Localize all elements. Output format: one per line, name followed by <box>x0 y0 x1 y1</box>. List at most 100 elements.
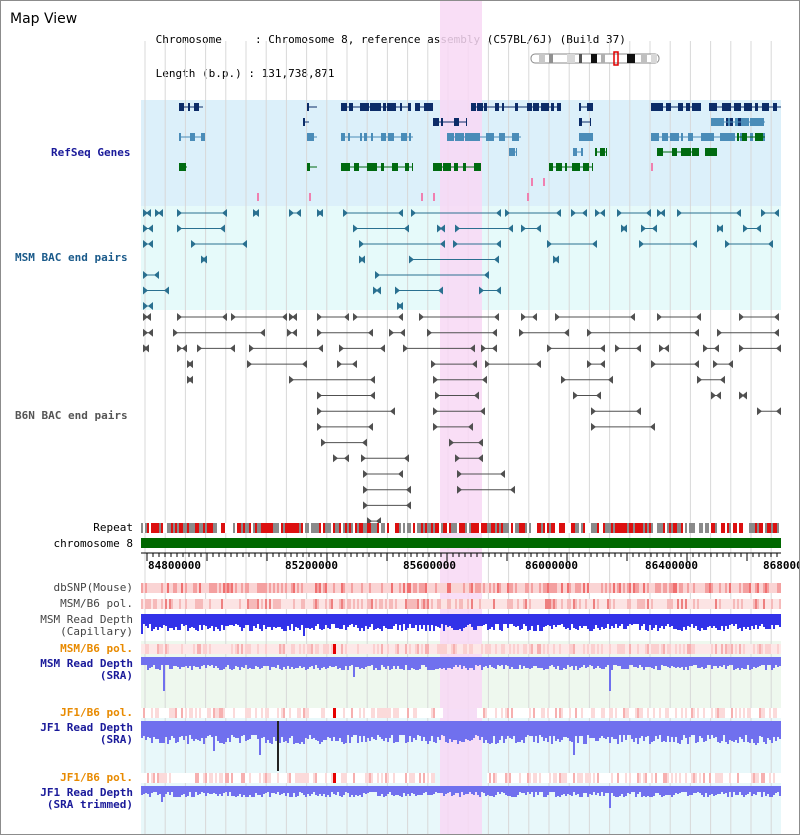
jf1-sra-depth-bar <box>191 721 193 739</box>
jf1-sra-depth-bar <box>701 721 703 738</box>
jf1-pol2-cell <box>767 773 769 783</box>
track-label-b6n-bac[interactable]: B6N BAC end pairs <box>15 409 128 422</box>
jf1-sra-depth-bar <box>241 721 243 736</box>
jf1-pol-cell <box>277 708 279 718</box>
repeat-block <box>461 523 463 533</box>
jf1-pol-cell <box>337 708 339 718</box>
msm-sra-pol-cell <box>721 644 723 654</box>
repeat-block <box>779 523 781 533</box>
jf1-pol-cell <box>369 708 371 718</box>
jf1-sra-depth-bar <box>255 721 257 735</box>
msm-sra-pol-cell <box>699 644 701 654</box>
dbsnp-cell <box>553 583 555 593</box>
msm-sra-depth-bar <box>309 657 311 667</box>
msm-cap-depth-bar <box>621 614 623 624</box>
repeat-block <box>239 523 241 533</box>
msm-cap-depth-bar <box>643 614 645 624</box>
msm-pol-cell <box>295 599 297 609</box>
msm-sra-pol-cell <box>383 644 385 654</box>
dbsnp-cell <box>585 583 587 593</box>
track-label-refseq[interactable]: RefSeq Genes <box>51 146 131 159</box>
msm-sra-depth-bar <box>253 657 255 669</box>
info-sep: : <box>307 135 328 148</box>
jf1-trim-depth-bar <box>213 786 215 793</box>
jf1-pol-cell <box>601 708 603 718</box>
repeat-block <box>471 523 473 533</box>
repeat-block <box>173 523 175 533</box>
jf1-pol-cell <box>301 708 303 718</box>
jf1-trim-depth-bar <box>711 786 713 794</box>
jf1-trim-depth-bar <box>721 786 723 792</box>
msm-cap-depth-bar <box>561 614 563 624</box>
msm-sra-pol-cell <box>611 644 613 654</box>
msm-sra-pol-cell <box>495 644 497 654</box>
jf1-sra-depth-bar <box>739 721 741 737</box>
msm-sra-pol-cell <box>265 644 267 654</box>
msm-pol-cell <box>209 599 211 609</box>
msm-sra-pol-cell <box>613 644 615 654</box>
jf1-sra-depth-bar <box>277 721 279 742</box>
jf1-sra-depth-bar <box>271 721 273 744</box>
msm-sra-depth-bar <box>297 657 299 668</box>
jf1-pol2-cell <box>495 773 497 783</box>
dbsnp-cell <box>715 583 717 593</box>
repeat-block <box>515 523 517 533</box>
b6n-bac-pair-end <box>591 422 596 431</box>
msm-cap-depth-bar <box>547 614 549 625</box>
msm-pol-cell <box>495 599 497 609</box>
repeat-block <box>289 523 291 533</box>
msm-pol-cell <box>513 599 515 609</box>
msm-pol-cell <box>289 599 291 609</box>
msm-sra-depth-bar <box>363 657 365 669</box>
jf1-trim-depth-bar <box>707 786 709 797</box>
msm-pol-cell <box>529 599 531 609</box>
msm-pol-cell <box>531 599 533 609</box>
repeat-block <box>623 523 625 533</box>
dbsnp-cell <box>709 583 711 593</box>
jf1-trim-depth-bar <box>323 786 325 794</box>
msm-cap-depth-bar <box>617 614 619 628</box>
msm-bac-track-bg <box>141 206 781 310</box>
jf1-trim-depth-bar <box>577 786 579 794</box>
dbsnp-cell <box>657 583 659 593</box>
msm-pol-cell <box>379 599 381 609</box>
msm-sra-depth-bar <box>391 657 393 669</box>
repeat-block <box>669 523 671 533</box>
msm-sra-pol-cell <box>629 644 631 654</box>
jf1-trim-depth-bar <box>619 786 621 796</box>
dbsnp-cell <box>615 583 617 593</box>
jf1-pol2-cell <box>353 773 355 783</box>
msm-sra-depth-bar <box>143 657 145 665</box>
dbsnp-cell <box>319 583 321 593</box>
jf1-pol-cell <box>161 708 163 718</box>
jf1-trim-depth-bar <box>551 786 553 792</box>
jf1-pol2-cell <box>329 773 331 783</box>
msm-pol-cell <box>381 599 383 609</box>
msm-sra-pol-cell <box>625 644 627 654</box>
msm-sra-depth-bar <box>399 657 401 669</box>
jf1-pol2-cell <box>689 773 691 783</box>
msm-sra-pol-cell <box>355 644 357 654</box>
dbsnp-cell <box>385 583 387 593</box>
msm-sra-pol-cell <box>663 644 665 654</box>
msm-sra-pol-cell <box>531 644 533 654</box>
dbsnp-cell <box>209 583 211 593</box>
msm-sra-pol-cell <box>409 644 411 654</box>
msm-pol-cell <box>555 599 557 609</box>
msm-cap-depth-bar <box>543 614 545 627</box>
track-label-msm-bac[interactable]: MSM BAC end pairs <box>15 251 128 264</box>
dbsnp-cell <box>175 583 177 593</box>
msm-sra-depth-bar <box>487 657 489 668</box>
msm-pol-cell <box>193 599 195 609</box>
jf1-trim-depth-bar <box>687 786 689 796</box>
jf1-sra-depth-bar <box>737 721 739 743</box>
jf1-pol2-cell <box>355 773 357 783</box>
msm-pol-cell <box>591 599 593 609</box>
jf1-trim-depth-bar <box>767 786 769 794</box>
jf1-pol-cell <box>525 708 527 718</box>
jf1-pol2-cell <box>771 773 773 783</box>
msm-cap-depth-bar <box>517 614 519 626</box>
msm-pol-cell <box>267 599 269 609</box>
msm-sra-depth-bar <box>541 657 543 668</box>
msm-cap-depth-bar <box>193 614 195 628</box>
